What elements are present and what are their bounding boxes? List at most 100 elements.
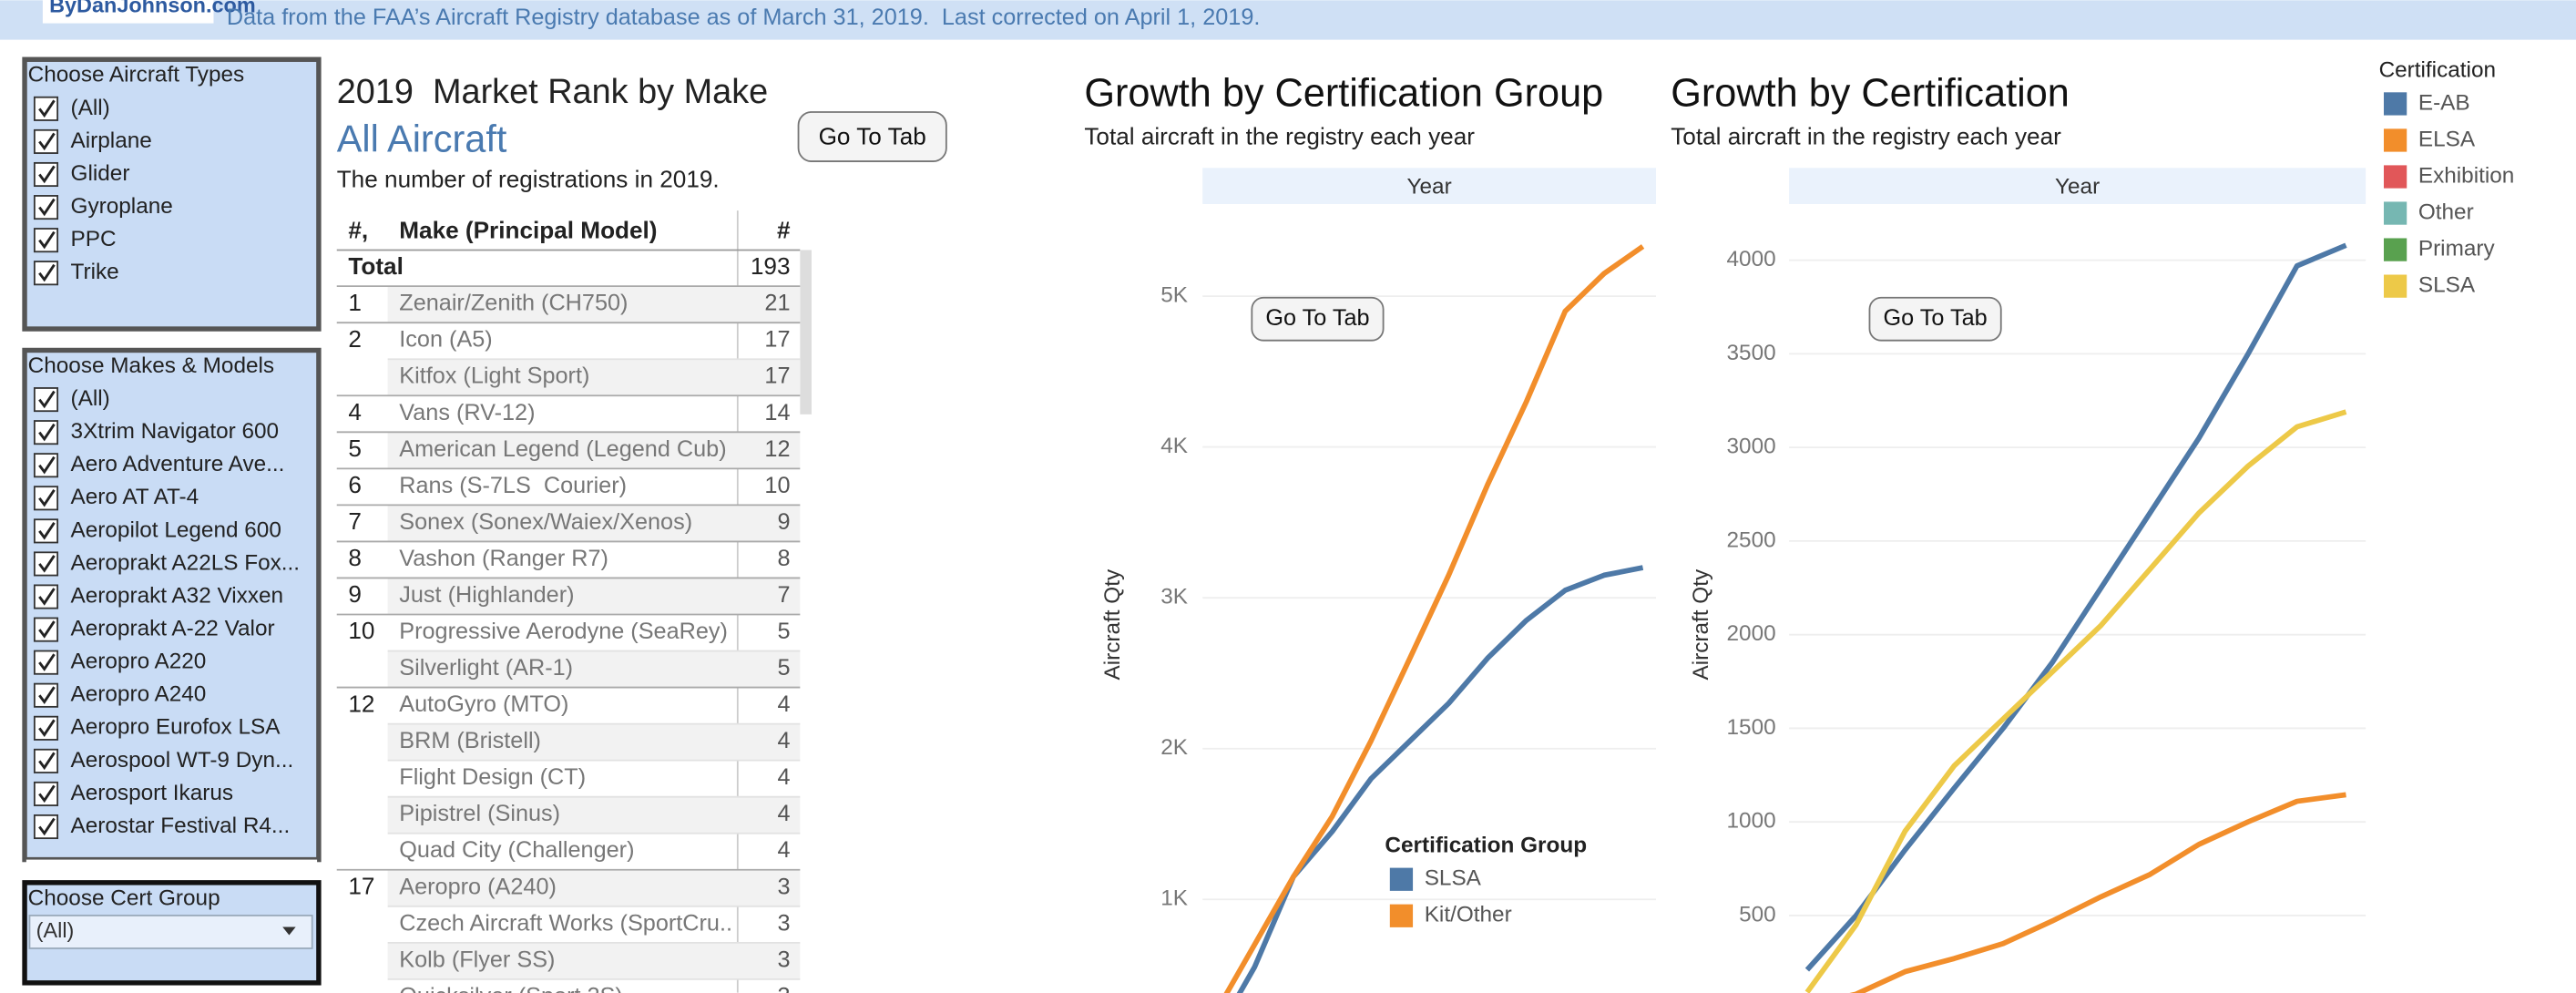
y-axis-label: Aircraft Qty	[1689, 568, 1713, 680]
y-tick-label: 1000	[1727, 809, 1776, 834]
header-bar	[0, 0, 2576, 40]
make: AutoGyro (MTO)	[399, 691, 568, 717]
filter-item: Aeropro A220	[71, 650, 207, 674]
chart-title: Growth by Certification Group	[1084, 71, 1603, 115]
filter-item: Aerosport Ikarus	[71, 781, 233, 805]
checkbox[interactable]	[33, 682, 59, 708]
y-tick-label: 3000	[1727, 435, 1776, 459]
legend-label: Other	[2418, 200, 2474, 224]
x-axis-label: Year	[1407, 174, 1452, 199]
check-mark	[38, 423, 56, 442]
row-bg	[387, 650, 801, 688]
filter-item: 3Xtrim Navigator 600	[71, 419, 280, 444]
filter-item: Aeroprakt A22LS Fox...	[71, 550, 301, 575]
rank: 2	[348, 325, 362, 353]
legend-swatch	[1389, 904, 1414, 927]
rank: 6	[348, 471, 362, 498]
filter-item: Aeropilot Legend 600	[71, 517, 281, 542]
count: 10	[764, 473, 790, 498]
go-to-tab-button[interactable]	[1251, 296, 1385, 342]
legend-label: Kit/Other	[1425, 903, 1512, 927]
row-bg	[387, 869, 801, 906]
header-note: Data from the FAA’s Aircraft Registry da…	[227, 5, 1261, 30]
check-mark	[38, 522, 56, 540]
filter-item: Aeroprakt A-22 Valor	[71, 617, 275, 641]
dropdown-value: (All)	[36, 918, 75, 942]
legend-swatch	[2383, 274, 2407, 298]
check-mark	[38, 752, 56, 771]
line-series	[1804, 409, 2347, 993]
rank: 9	[348, 580, 362, 608]
filter-panel	[22, 56, 322, 332]
count: 9	[777, 509, 790, 535]
line-series	[1804, 242, 2347, 972]
make: Pipistrel (Sinus)	[399, 801, 560, 826]
check-mark	[38, 488, 56, 507]
row-bg	[387, 505, 801, 542]
logo: ByDanJohnson.com	[49, 0, 256, 17]
legend-label: E-AB	[2418, 90, 2470, 115]
button-label: Go To Tab	[1884, 305, 1988, 331]
go-to-tab-button[interactable]	[797, 111, 947, 162]
rank: 12	[348, 690, 374, 717]
check-mark	[38, 390, 56, 409]
make: Quicksilver (Sport 2S)	[399, 983, 623, 993]
legend-label: SLSA	[1425, 866, 1482, 891]
count: 7	[777, 582, 790, 608]
filter-title: Choose Aircraft Types	[28, 63, 245, 87]
y-tick-label: 2500	[1727, 527, 1776, 552]
row-bg	[387, 723, 801, 761]
table-subtitle: All Aircraft	[337, 117, 507, 159]
legend-label: Exhibition	[2418, 163, 2514, 188]
legend-swatch	[2383, 92, 2407, 116]
legend-swatch	[2383, 128, 2407, 152]
count: 3	[777, 983, 790, 993]
make: Flight Design (CT)	[399, 764, 586, 790]
filter-item: Aero AT AT-4	[71, 485, 199, 509]
count: 14	[764, 400, 790, 425]
chart-subtitle: Total aircraft in the registry each year	[1671, 123, 2061, 150]
rank: 7	[348, 507, 362, 535]
filter-item: Airplane	[71, 128, 152, 153]
checkbox[interactable]	[33, 715, 59, 741]
checkbox[interactable]	[33, 261, 59, 286]
check-mark	[38, 817, 56, 836]
row-bg	[387, 432, 801, 468]
filter-item: Aeroprakt A32 Vixxen	[71, 583, 284, 608]
check-mark	[38, 132, 56, 151]
check-mark	[38, 588, 56, 606]
line-series	[1236, 565, 1644, 993]
go-to-tab-button[interactable]	[1868, 296, 2002, 342]
check-mark	[38, 719, 56, 738]
make: Icon (A5)	[399, 327, 492, 353]
check-mark	[38, 230, 56, 250]
make: Sonex (Sonex/Waiex/Xenos)	[399, 509, 692, 535]
count: 4	[777, 728, 790, 753]
dropdown[interactable]	[28, 915, 313, 949]
filter-item: Aerostar Festival R4...	[71, 814, 291, 838]
filter-title: Choose Makes & Models	[28, 353, 274, 378]
column-header: Make (Principal Model)	[399, 217, 657, 244]
legend-label: ELSA	[2418, 127, 2476, 151]
count: 3	[777, 947, 790, 972]
count: 4	[777, 801, 790, 826]
total-label: Total	[348, 252, 404, 280]
make: BRM (Bristell)	[399, 728, 541, 753]
y-tick-label: 500	[1739, 902, 1776, 926]
rank: 8	[348, 544, 362, 571]
row-bg	[387, 286, 801, 322]
chart-title: Growth by Certification	[1671, 71, 2070, 115]
rank: 5	[348, 435, 362, 462]
check-mark	[38, 198, 56, 217]
rank: 4	[348, 398, 362, 425]
make: Quad City (Challenger)	[399, 837, 634, 863]
logo-box	[42, 0, 214, 24]
filter-item: Aeropro A240	[71, 682, 207, 707]
y-tick-label: 1500	[1727, 715, 1776, 740]
button-label: Go To Tab	[819, 123, 926, 150]
scrollbar	[800, 250, 812, 415]
y-tick-label: 4K	[1160, 434, 1188, 458]
legend-swatch	[2383, 201, 2407, 225]
filter-item: PPC	[71, 227, 117, 251]
